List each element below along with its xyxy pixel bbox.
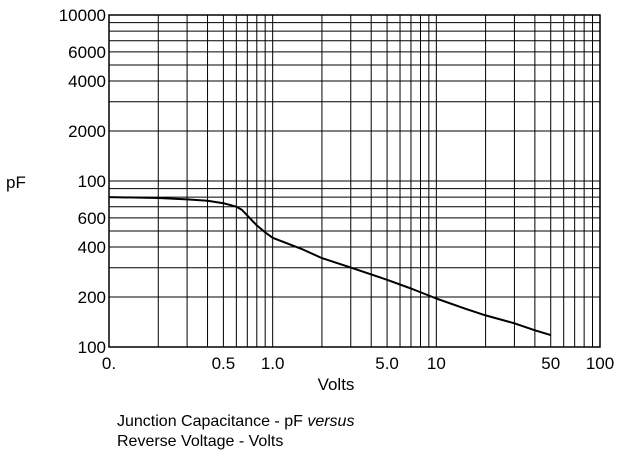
y-axis-label: pF [6,173,26,192]
caption-line-2: Reverse Voltage - Volts [117,433,284,450]
caption-versus: versus [307,413,355,430]
x-tick-label: 0. [102,354,116,373]
x-tick-label: 0.5 [212,354,236,373]
x-tick-label: 10 [427,354,446,373]
y-tick-label: 6000 [68,43,106,62]
grid [108,14,601,348]
x-tick-label: 5.0 [375,354,399,373]
y-tick-label: 600 [78,209,106,228]
caption-line-1-text: Junction Capacitance - pF [117,413,308,430]
x-tick-labels: 0. 0.5 1.0 5.0 10 50 100 [102,354,614,373]
y-tick-label: 4000 [68,72,106,91]
y-tick-label: 2000 [68,122,106,141]
y-tick-label: 200 [78,288,106,307]
y-tick-label: 100 [78,172,106,191]
x-tick-label: 1.0 [261,354,285,373]
capacitance-curve [108,196,551,337]
x-tick-label: 50 [541,354,560,373]
plot-frame [108,14,601,348]
y-tick-label: 10000 [59,6,106,25]
x-axis-label: Volts [318,375,355,394]
x-tick-label: 100 [586,354,614,373]
series-layer [108,196,551,337]
y-tick-label: 100 [78,338,106,357]
plot-border [108,14,601,348]
y-tick-label: 400 [78,238,106,257]
chart-caption: Junction Capacitance - pF versus Reverse… [117,412,354,452]
y-tick-labels: 100 200 400 600 100 2000 4000 6000 10000 [59,6,106,357]
caption-line-1: Junction Capacitance - pF versus [117,412,354,432]
